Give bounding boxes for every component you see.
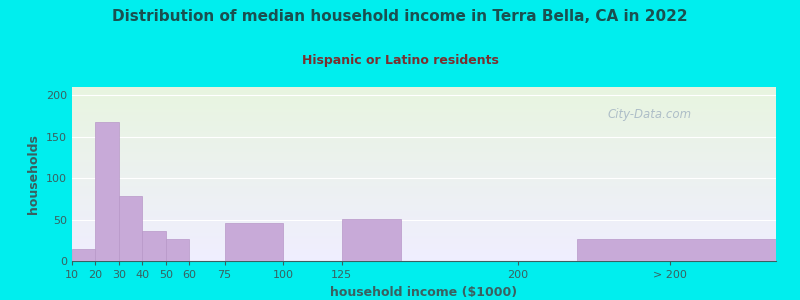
Y-axis label: households: households	[27, 134, 41, 214]
Bar	[95, 122, 119, 261]
Bar	[342, 219, 401, 261]
Text: Hispanic or Latino residents: Hispanic or Latino residents	[302, 54, 498, 67]
Text: Distribution of median household income in Terra Bella, CA in 2022: Distribution of median household income …	[112, 9, 688, 24]
Bar	[119, 196, 142, 261]
Bar	[225, 223, 283, 261]
Text: City-Data.com: City-Data.com	[607, 108, 691, 121]
X-axis label: household income ($1000): household income ($1000)	[330, 286, 518, 298]
Bar	[142, 231, 166, 261]
Bar	[72, 249, 95, 261]
Bar	[577, 239, 776, 261]
Bar	[166, 239, 190, 261]
